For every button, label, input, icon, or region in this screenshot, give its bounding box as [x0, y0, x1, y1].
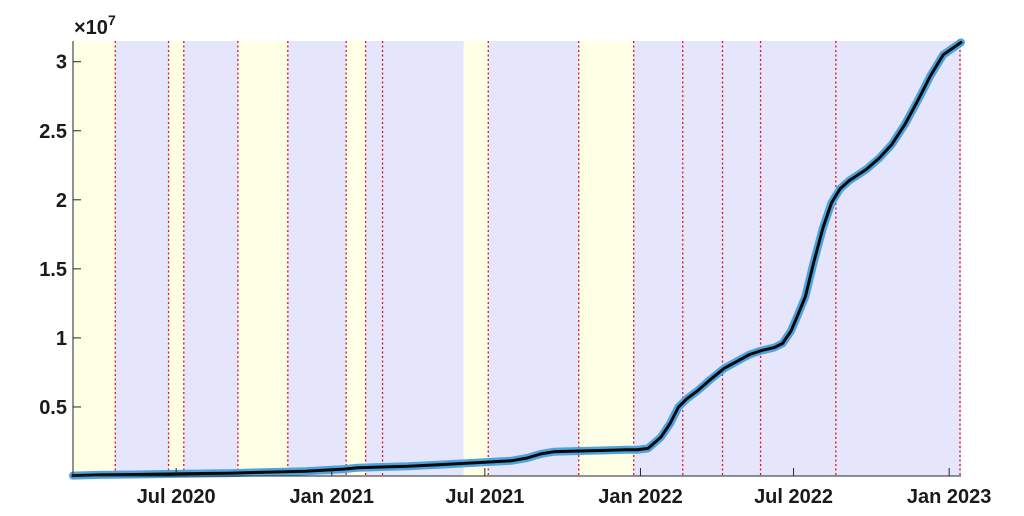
shaded-region-9 — [463, 41, 489, 476]
shaded-regions — [73, 41, 961, 476]
x-tick-label-5: Jan 2023 — [907, 486, 992, 508]
y-axis-ticks: 0.5 1 1.5 2 2.5 3 — [39, 52, 81, 419]
shaded-region-2 — [168, 41, 184, 476]
shaded-region-8 — [382, 41, 464, 476]
axes — [72, 41, 961, 477]
shaded-region-11 — [578, 41, 634, 476]
y-tick-label-2: 1.5 — [39, 259, 67, 281]
y-tick-label-5: 3 — [56, 52, 67, 74]
shaded-region-3 — [183, 41, 238, 476]
shaded-region-4 — [237, 41, 288, 476]
y-tick-label-1: 1 — [56, 328, 67, 350]
y-axis-exponent-label: ×107 — [74, 12, 116, 39]
series-layer — [69, 38, 965, 480]
x-tick-label-3: Jan 2022 — [598, 486, 683, 508]
shaded-region-1 — [115, 41, 169, 476]
x-tick-label-4: Jul 2022 — [754, 486, 833, 508]
shaded-region-0 — [73, 41, 116, 476]
shaded-region-6 — [346, 41, 366, 476]
shaded-region-7 — [365, 41, 383, 476]
series-line-data — [71, 40, 963, 478]
change-point-lines — [114, 41, 961, 476]
shaded-region-5 — [287, 41, 347, 476]
x-tick-label-0: Jul 2020 — [137, 486, 216, 508]
y-tick-label-3: 2 — [56, 190, 67, 212]
y-tick-label-4: 2.5 — [39, 121, 67, 143]
y-exponent-base: ×10 — [74, 17, 108, 39]
y-tick-label-0: 0.5 — [39, 397, 67, 419]
y-exponent-power: 7 — [108, 12, 116, 28]
x-axis-ticks: Jul 2020 Jan 2021 Jul 2021 Jan 2022 Jul 2022… — [137, 468, 992, 508]
x-tick-label-1: Jan 2021 — [290, 486, 375, 508]
x-tick-label-2: Jul 2021 — [445, 486, 524, 508]
shaded-region-10 — [488, 41, 579, 476]
